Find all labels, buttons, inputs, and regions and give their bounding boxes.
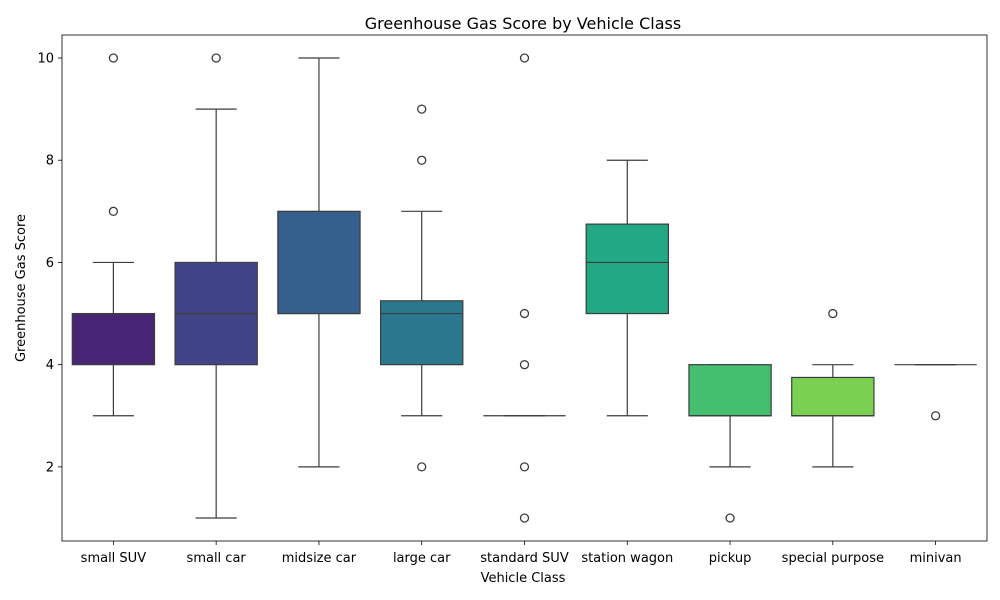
y-axis-label: Greenhouse Gas Score — [14, 214, 29, 362]
chart-title: Greenhouse Gas Score by Vehicle Class — [365, 14, 681, 33]
outlier-point — [417, 155, 427, 165]
x-axis: small SUV small car midsize car large car st… — [81, 541, 962, 566]
outlier-point — [108, 53, 119, 63]
outlier-point — [108, 206, 119, 216]
x-tick-label: small SUV — [81, 551, 147, 566]
x-tick-label: special purpose — [782, 551, 884, 566]
boxes-layer — [71, 53, 977, 523]
x-tick-label: minivan — [910, 551, 962, 566]
box-group-special-purpose — [791, 308, 875, 468]
x-tick-label: midsize car — [282, 551, 357, 566]
box-iqr — [585, 223, 669, 315]
x-tick-label: large car — [393, 551, 451, 566]
y-tick-label: 10 — [37, 52, 54, 67]
box-group-small-SUV — [71, 53, 156, 417]
outlier-point — [519, 308, 530, 319]
box-group-pickup — [688, 364, 772, 523]
box-iqr — [71, 312, 156, 366]
x-tick-label: pickup — [709, 551, 752, 566]
outlier-point — [519, 513, 530, 523]
outlier-point — [828, 308, 838, 319]
box-group-station-wagon — [585, 159, 669, 417]
outlier-point — [519, 360, 530, 370]
outlier-point — [519, 462, 530, 472]
y-tick-label: 4 — [46, 358, 54, 373]
box-group-midsize-car — [277, 57, 361, 468]
outlier-point — [930, 411, 941, 421]
y-axis: 2 4 6 8 10 — [37, 52, 62, 475]
box-iqr — [791, 376, 875, 417]
x-axis-label: Vehicle Class — [481, 571, 566, 586]
box-group-large-car — [380, 104, 464, 472]
outlier-point — [417, 104, 427, 114]
y-tick-label: 2 — [46, 460, 54, 475]
box-group-small-car — [174, 53, 258, 519]
box-iqr — [688, 364, 772, 417]
y-tick-label: 8 — [46, 154, 54, 169]
box-group-minivan — [894, 364, 977, 421]
outlier-point — [519, 53, 530, 63]
box-iqr — [277, 210, 361, 315]
outlier-point — [417, 462, 427, 472]
box-iqr — [380, 300, 464, 366]
box-group-standard-SUV — [483, 53, 566, 523]
outlier-point — [725, 513, 735, 523]
x-tick-label: standard SUV — [480, 551, 569, 566]
y-tick-label: 6 — [46, 256, 54, 271]
x-tick-label: station wagon — [581, 551, 673, 566]
outlier-point — [211, 53, 221, 63]
x-tick-label: small car — [187, 551, 247, 566]
